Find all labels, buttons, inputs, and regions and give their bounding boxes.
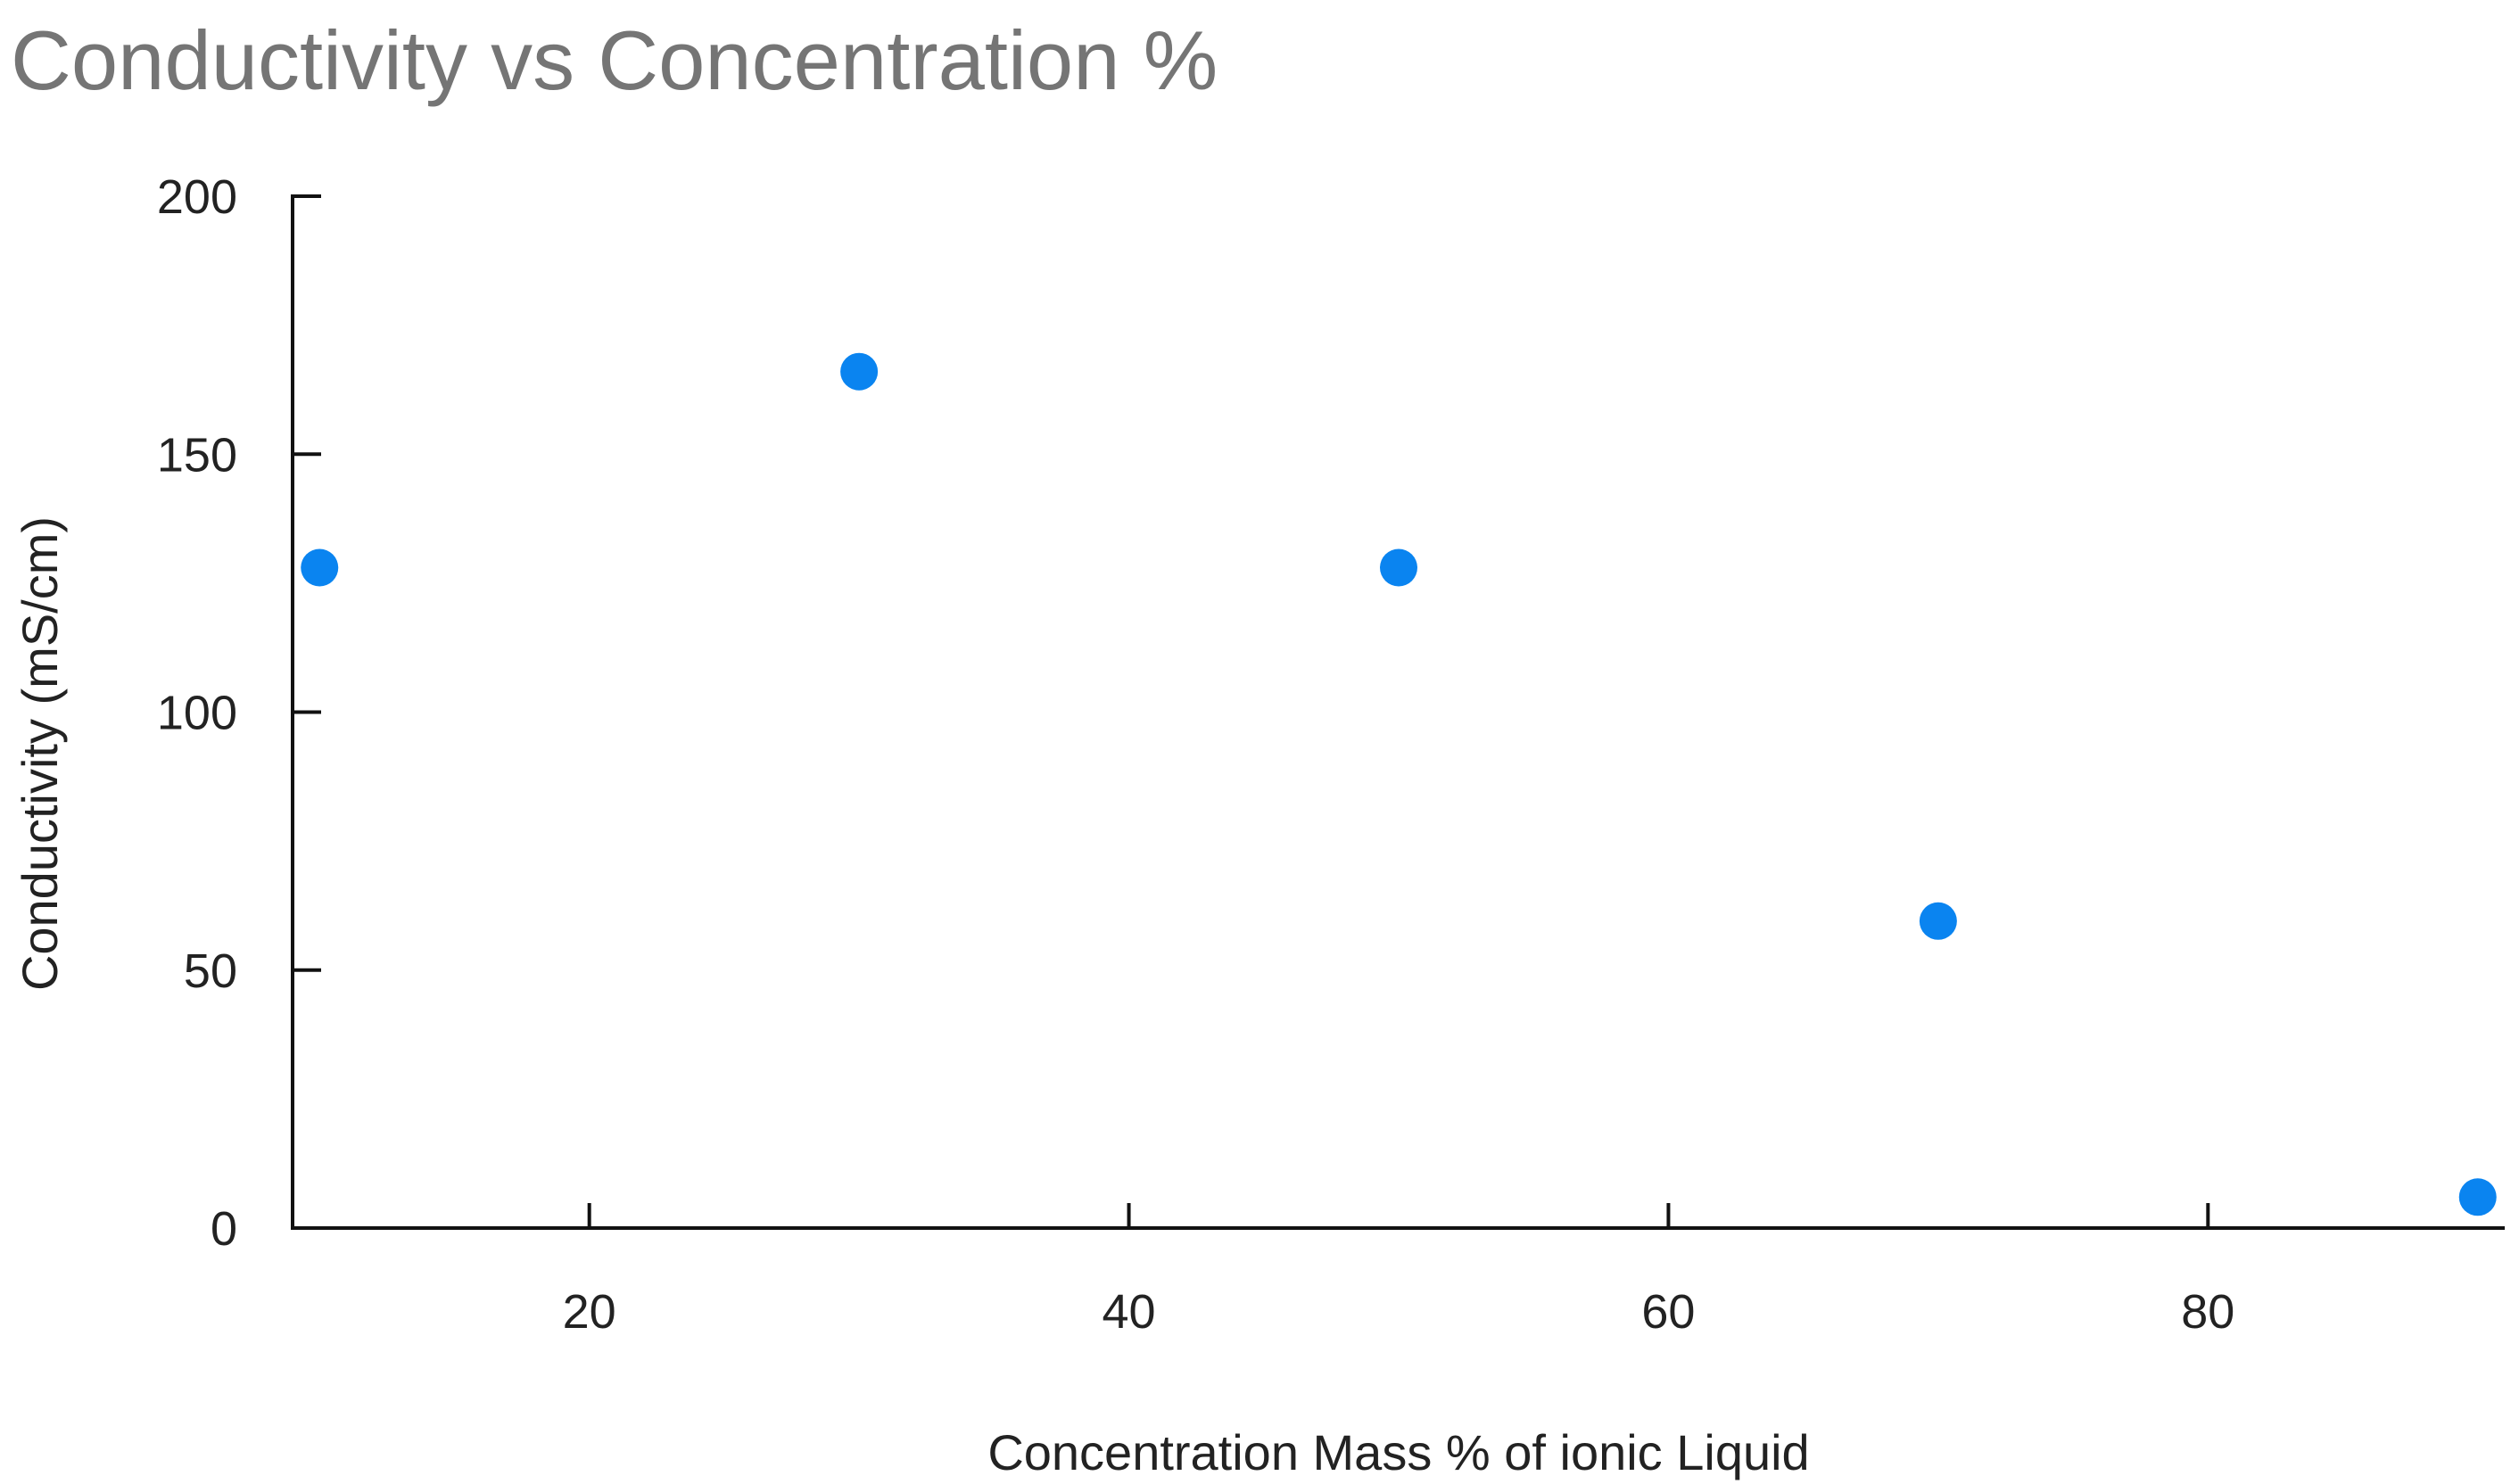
y-tick-label: 100: [157, 687, 237, 740]
y-tick-label: 0: [211, 1202, 237, 1256]
data-point: [2458, 1178, 2497, 1216]
data-point: [1380, 548, 1417, 587]
y-tick-label: 150: [157, 428, 237, 482]
data-point: [1919, 902, 1957, 940]
x-axis-label: Concentration Mass % of ionic Liquid: [987, 1424, 1809, 1480]
x-tick-label: 80: [2181, 1285, 2234, 1339]
y-tick-label: 50: [184, 944, 237, 998]
data-points: [301, 352, 2497, 1216]
y-tick-label: 200: [157, 170, 237, 224]
x-tick-label: 40: [1103, 1285, 1156, 1339]
y-axis-ticks: 0 50 100 150 200: [157, 170, 321, 1256]
x-tick-label: 60: [1641, 1285, 1695, 1339]
chart-title: Conductivity vs Concentration %: [11, 13, 1218, 107]
x-axis-ticks: 20 40 60 80: [563, 1203, 2234, 1339]
y-axis-label: Conductivity (mS/cm): [12, 516, 68, 991]
data-point: [840, 352, 879, 391]
x-tick-label: 20: [563, 1285, 616, 1339]
data-point: [301, 548, 339, 587]
